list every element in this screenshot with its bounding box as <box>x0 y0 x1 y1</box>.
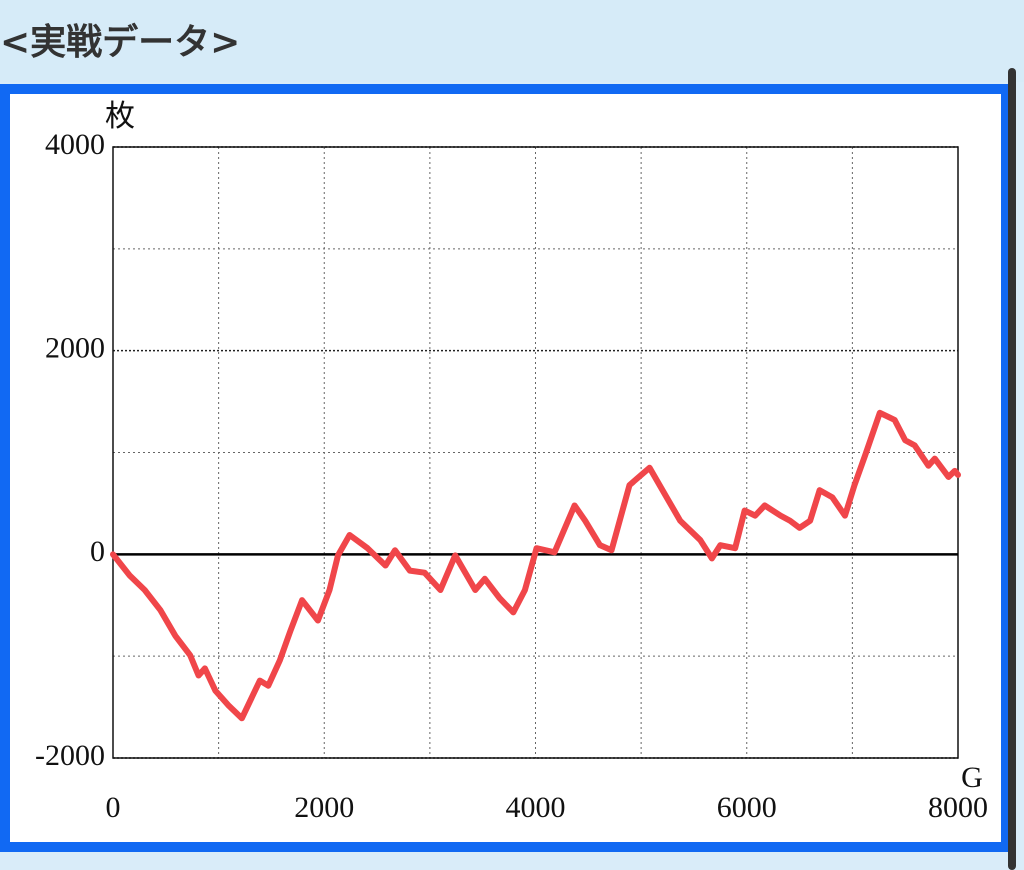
x-tick-label: 6000 <box>717 791 777 824</box>
x-tick-label: 0 <box>106 791 121 824</box>
y-tick-label: -2000 <box>35 739 105 772</box>
header-band <box>0 0 1024 82</box>
chart-frame <box>0 84 1011 852</box>
x-unit-label: G <box>961 761 983 794</box>
y-unit-label: 枚 <box>105 100 135 133</box>
x-tick-label: 2000 <box>294 791 354 824</box>
y-tick-label: 2000 <box>45 332 105 365</box>
data-line <box>110 409 961 722</box>
x-tick-label: 4000 <box>506 791 566 824</box>
page-title: <実戦データ> <box>0 21 240 63</box>
x-tick-label: 8000 <box>928 791 988 824</box>
y-tick-label: 4000 <box>45 128 105 161</box>
plot-border <box>112 146 959 759</box>
scrollbar[interactable] <box>1008 68 1016 870</box>
y-tick-label: 0 <box>90 535 105 568</box>
